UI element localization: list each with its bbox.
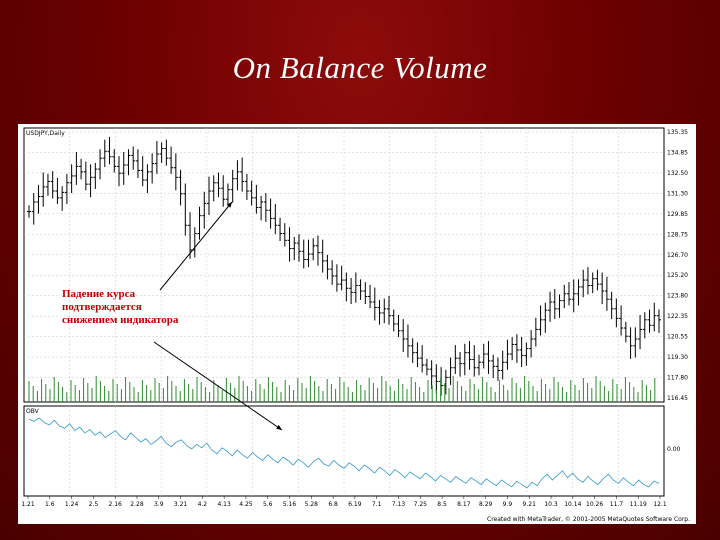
slide-title: On Balance Volume xyxy=(232,50,488,85)
x-tick-label: 1.6 xyxy=(45,501,55,508)
price-y-tick-label: 132.50 xyxy=(667,170,688,177)
x-tick-label: 10.14 xyxy=(564,501,581,508)
x-tick-label: 4.25 xyxy=(239,501,253,508)
annotation-line-2: подтверждается xyxy=(62,301,142,313)
price-y-tick-label: 116.45 xyxy=(667,395,688,402)
x-tick-label: 10.26 xyxy=(586,501,603,508)
price-y-tick-label: 122.35 xyxy=(667,313,688,320)
x-tick-label: 6.8 xyxy=(328,501,338,508)
x-tick-label: 3.21 xyxy=(174,501,188,508)
price-y-tick-label: 135.35 xyxy=(667,129,688,136)
price-y-tick-label: 120.55 xyxy=(667,334,688,341)
x-tick-label: 5.16 xyxy=(283,501,297,508)
x-tick-label: 7.1 xyxy=(372,501,382,508)
obv-y-tick-label: 0.00 xyxy=(667,446,681,453)
obv-pane-header: OBV xyxy=(26,408,40,415)
price-y-tick-label: 117.80 xyxy=(667,375,688,382)
x-tick-label: 10.3 xyxy=(544,501,558,508)
arrow-to-obv xyxy=(153,341,283,431)
price-y-tick-label: 123.80 xyxy=(667,293,688,300)
x-tick-label: 9.21 xyxy=(523,501,537,508)
price-y-tick-label: 134.85 xyxy=(667,149,688,156)
chart-svg: USDJPY,Daily OBV 135.35 134.85 132.50 131.30 1… xyxy=(21,127,688,508)
x-tick-label: 9.9 xyxy=(503,501,513,508)
price-y-tick-label: 126.70 xyxy=(667,252,688,259)
annotation-text: Падение курса подтверждается снижением и… xyxy=(62,288,282,327)
x-tick-label: 5.6 xyxy=(263,501,273,508)
x-tick-label: 2.16 xyxy=(108,501,122,508)
arrow-to-price-head xyxy=(226,202,232,208)
arrow-to-obv-head xyxy=(276,424,282,430)
obv-line xyxy=(28,417,660,489)
x-tick-label: 4.13 xyxy=(217,501,231,508)
price-pane-header: USDJPY,Daily xyxy=(26,130,65,137)
arrow-to-price xyxy=(159,201,233,291)
price-y-tick-label: 125.20 xyxy=(667,272,688,279)
x-tick-label: 8.17 xyxy=(457,501,471,508)
price-y-tick-label: 128.75 xyxy=(667,231,688,238)
x-tick-label: 1.24 xyxy=(65,501,79,508)
x-tick-label: 3.9 xyxy=(154,501,164,508)
x-tick-label: 7.25 xyxy=(414,501,428,508)
x-tick-label: 2.5 xyxy=(89,501,99,508)
x-tick-label: 8.29 xyxy=(479,501,493,508)
x-tick-label: 11.19 xyxy=(630,501,647,508)
x-tick-label: 2.28 xyxy=(130,501,144,508)
x-tick-label: 5.28 xyxy=(305,501,319,508)
x-tick-label: 6.19 xyxy=(348,501,362,508)
x-tick-label: 1.21 xyxy=(21,501,35,508)
chart-panel: USDJPY,Daily OBV 135.35 134.85 132.50 131.30 1… xyxy=(18,124,696,524)
x-tick-label: 7.13 xyxy=(392,501,406,508)
x-tick-label: 12.1 xyxy=(653,501,667,508)
x-tick-label: 8.5 xyxy=(437,501,447,508)
annotation-line-1: Падение курса xyxy=(62,288,136,300)
x-tick-label: 4.2 xyxy=(198,501,208,508)
price-y-tick-label: 131.30 xyxy=(667,190,688,197)
credit-text: Created with MetaTrader, © 2001-2005 Met… xyxy=(487,516,690,523)
x-tick-label: 11.7 xyxy=(610,501,624,508)
price-y-tick-label: 129.85 xyxy=(667,211,688,218)
price-y-tick-label: 119.30 xyxy=(667,354,688,361)
annotation-line-3: снижением индикатора xyxy=(62,314,179,326)
